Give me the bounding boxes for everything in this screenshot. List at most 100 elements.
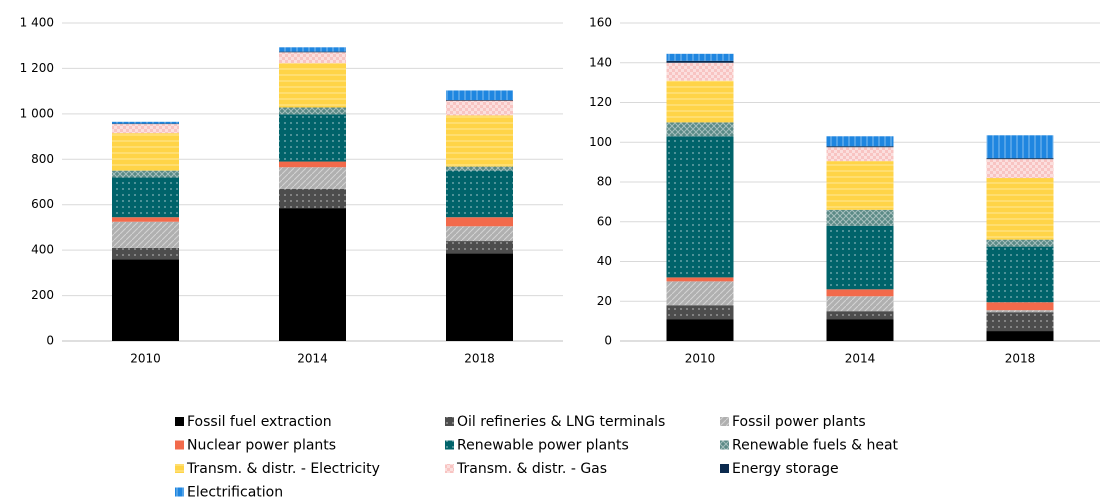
legend-label: Transm. & distr. - Electricity — [186, 461, 380, 477]
y-tick-label: 160 — [589, 16, 612, 30]
bar-segment — [826, 161, 894, 210]
bar-segment — [826, 319, 894, 341]
legend-label: Renewable power plants — [457, 438, 629, 454]
legend-swatch — [445, 417, 454, 426]
bar-segment — [986, 246, 1054, 303]
bar-segment — [446, 90, 513, 101]
legend-swatch — [445, 464, 454, 473]
legend-label: Fossil power plants — [732, 414, 866, 430]
bar-segment — [279, 51, 346, 53]
y-tick-label: 120 — [589, 95, 612, 109]
bar-segment — [986, 159, 1054, 179]
y-tick-label: 100 — [589, 135, 612, 149]
bar-segment — [112, 121, 179, 124]
legend-label: Oil refineries & LNG terminals — [457, 414, 665, 430]
bar-segment — [826, 147, 894, 162]
bar-segment — [446, 241, 513, 254]
bar-segment — [826, 136, 894, 147]
bar-segment — [986, 302, 1054, 311]
legend-swatch — [720, 440, 729, 450]
bar-segment — [446, 100, 513, 116]
y-tick-label: 1 200 — [20, 61, 54, 75]
x-tick-label: 2018 — [464, 352, 495, 366]
bar-segment — [279, 114, 346, 162]
bar-segment — [112, 217, 179, 222]
bar-segment — [666, 319, 734, 341]
x-tick-label: 2010 — [130, 352, 161, 366]
bar-segment — [986, 239, 1054, 247]
bar-segment — [986, 158, 1054, 160]
x-tick-label: 2014 — [297, 352, 328, 366]
bar-segment — [112, 177, 179, 218]
bar-segment — [826, 146, 894, 148]
y-tick-label: 200 — [31, 288, 54, 302]
bar-segment — [279, 208, 346, 341]
bar-segment — [986, 331, 1054, 341]
bar-segment — [112, 247, 179, 260]
legend-swatch — [445, 440, 454, 450]
bar-segment — [446, 170, 513, 218]
bar-segment — [112, 133, 179, 171]
bar-segment — [279, 52, 346, 64]
legend-swatch — [720, 417, 729, 426]
bar-segment — [279, 63, 346, 108]
bar-segment — [826, 209, 894, 226]
bar-segment — [446, 226, 513, 242]
bar-segment — [446, 166, 513, 171]
legend-swatch — [175, 487, 184, 497]
bar-segment — [986, 135, 1054, 159]
bar-segment — [112, 170, 179, 178]
bar-segment — [826, 311, 894, 320]
bar-segment — [986, 312, 1054, 332]
bar-segment — [446, 100, 513, 101]
y-tick-label: 1 400 — [20, 16, 54, 30]
bar-segment — [112, 221, 179, 248]
legend-label: Transm. & distr. - Gas — [456, 461, 607, 477]
bar-segment — [279, 107, 346, 115]
bar-segment — [826, 289, 894, 297]
legend-label: Renewable fuels & heat — [732, 438, 899, 454]
legend-swatch — [720, 464, 729, 473]
legend-label: Energy storage — [732, 461, 839, 477]
bar-segment — [279, 161, 346, 168]
legend-label: Nuclear power plants — [187, 438, 336, 454]
bar-segment — [446, 115, 513, 167]
y-tick-label: 400 — [31, 243, 54, 257]
bar-segment — [986, 310, 1054, 313]
y-tick-label: 800 — [31, 152, 54, 166]
legend-swatch — [175, 417, 184, 426]
bar-segment — [666, 305, 734, 320]
bar-segment — [666, 53, 734, 61]
bar-segment — [666, 62, 734, 81]
bar-segment — [666, 60, 734, 63]
y-tick-label: 60 — [597, 214, 612, 228]
bar-segment — [986, 178, 1054, 240]
bar-segment — [666, 277, 734, 282]
y-tick-label: 600 — [31, 197, 54, 211]
bar-segment — [279, 188, 346, 209]
x-tick-label: 2010 — [685, 352, 716, 366]
legend-label: Fossil fuel extraction — [187, 414, 332, 430]
bar-segment — [666, 136, 734, 278]
bar-segment — [279, 167, 346, 189]
y-tick-label: 40 — [597, 254, 612, 268]
legend-swatch — [175, 464, 184, 473]
y-tick-label: 80 — [597, 175, 612, 189]
bar-segment — [666, 122, 734, 137]
y-tick-label: 1 000 — [20, 106, 54, 120]
bar-segment — [112, 124, 179, 134]
x-tick-label: 2014 — [845, 352, 876, 366]
bar-segment — [446, 217, 513, 227]
bar-segment — [666, 80, 734, 123]
bar-segment — [666, 281, 734, 306]
bar-segment — [279, 47, 346, 52]
y-tick-label: 0 — [604, 334, 612, 348]
bar-segment — [826, 225, 894, 290]
x-tick-label: 2018 — [1005, 352, 1036, 366]
y-tick-label: 0 — [46, 334, 54, 348]
y-tick-label: 20 — [597, 294, 612, 308]
bar-segment — [826, 296, 894, 312]
y-tick-label: 140 — [589, 55, 612, 69]
legend-label: Electrification — [187, 485, 283, 501]
